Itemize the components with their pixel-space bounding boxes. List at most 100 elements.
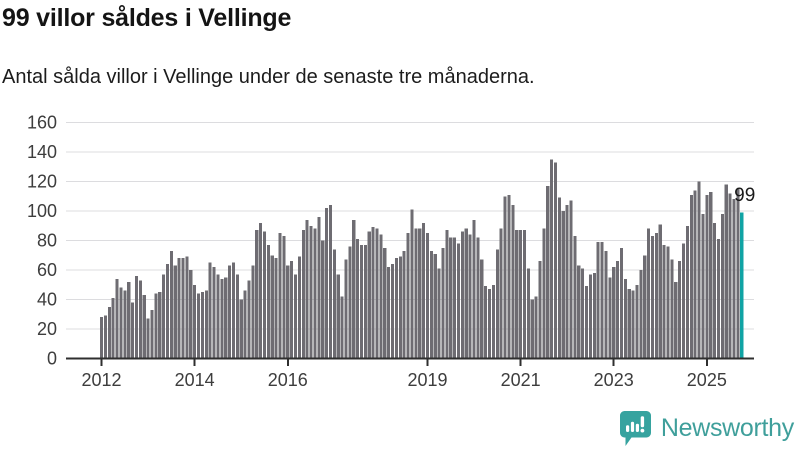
chart-bar (542, 228, 546, 359)
chart-bar (585, 286, 589, 359)
chart-bar (297, 256, 301, 359)
chart-bar (643, 255, 647, 359)
chart-bar (391, 264, 395, 359)
chart-bar (670, 259, 674, 359)
chart-bar (639, 270, 643, 359)
chart-bar (410, 209, 414, 359)
x-tick-label: 2019 (407, 370, 447, 390)
chart-bar (713, 222, 717, 359)
chart-bar (612, 267, 616, 359)
chart-bar (259, 222, 263, 359)
y-tick-label: 0 (47, 349, 57, 369)
chart-bar (546, 185, 550, 359)
chart-bar (619, 247, 624, 359)
chart-bar (228, 265, 232, 359)
chart-bar (647, 228, 651, 359)
chart-bar (662, 244, 666, 359)
chart-bar (553, 162, 558, 359)
chart-bar (654, 233, 658, 359)
chart-bar (484, 286, 488, 359)
chart-bar (212, 267, 216, 359)
x-tick-label: 2025 (687, 370, 727, 390)
chart-bar (185, 256, 189, 359)
chart-bar (604, 250, 608, 359)
chart-bar (313, 228, 317, 359)
chart-bar-highlight (740, 212, 744, 359)
chart-bar (344, 259, 348, 359)
chart-bar (325, 208, 329, 359)
chart-bar (476, 237, 480, 359)
chart-bar (359, 244, 364, 359)
chart-bar (305, 219, 309, 359)
chart-bar (573, 236, 577, 359)
chart-bar (732, 199, 736, 359)
chart-bar (251, 265, 255, 359)
chart-bar (243, 290, 247, 359)
chart-bar (724, 184, 728, 359)
chart-bar (422, 222, 426, 359)
x-tick-label: 2016 (268, 370, 308, 390)
chart-bar (425, 233, 430, 359)
chart-bar (418, 228, 422, 359)
chart-bar (321, 240, 325, 359)
y-tick-label: 80 (37, 231, 57, 251)
chart-bar (635, 284, 639, 359)
x-tick-label: 2021 (501, 370, 541, 390)
chart-bar (414, 228, 418, 359)
chart-bar (685, 225, 689, 359)
chart-bar (181, 258, 185, 359)
chart-bar (596, 241, 600, 359)
x-tick-label: 2014 (175, 370, 215, 390)
chart-bar (200, 292, 204, 359)
chart-bar (150, 309, 154, 359)
chart-bar (666, 246, 670, 359)
chart-bar (581, 268, 585, 359)
chart-bar (678, 261, 682, 359)
chart-bar (274, 258, 278, 359)
chart-bar (367, 231, 371, 359)
chart-bar (507, 194, 511, 359)
chart-bar (565, 205, 569, 359)
chart-bar (282, 236, 286, 359)
chart-bar (169, 250, 173, 359)
chart-bar (266, 244, 270, 359)
chart-bar (705, 194, 709, 359)
y-tick-label: 100 (27, 201, 57, 221)
chart-bar (631, 290, 635, 359)
chart-bar (383, 247, 387, 359)
chart-bar (468, 234, 472, 359)
chart-bar (623, 278, 627, 359)
y-tick-label: 40 (37, 290, 57, 310)
chart-bar (728, 193, 732, 359)
chart-bar (460, 231, 464, 359)
chart-bar (550, 159, 554, 359)
chart-bar (336, 274, 340, 359)
chart-bar (716, 239, 721, 359)
chart-bar (158, 292, 162, 359)
chart-bar (142, 295, 146, 359)
chart-bar (197, 293, 201, 359)
last-value-label: 99 (734, 185, 755, 206)
chart-bar (693, 190, 697, 359)
chart-bar (235, 274, 239, 359)
chart-bar (193, 284, 197, 359)
chart-bar (220, 278, 224, 359)
chart-bar (697, 181, 701, 359)
chart-bar (208, 262, 212, 359)
chart-bar (309, 225, 313, 359)
chart-bar (689, 194, 693, 359)
chart-bar (569, 200, 573, 359)
chart-bar (165, 264, 170, 359)
chart-bar (658, 224, 662, 359)
chart-bar (115, 278, 119, 359)
chart-bar (131, 302, 135, 359)
chart-bar (123, 290, 127, 359)
chart-bar (177, 258, 181, 359)
newsworthy-wordmark: Newsworthy (660, 414, 794, 442)
chart-bar (119, 287, 123, 359)
chart-bar (526, 268, 530, 359)
chart-bar (270, 255, 274, 359)
chart-bar (138, 280, 142, 359)
chart-bar (588, 274, 592, 359)
chart-bar (294, 274, 298, 359)
